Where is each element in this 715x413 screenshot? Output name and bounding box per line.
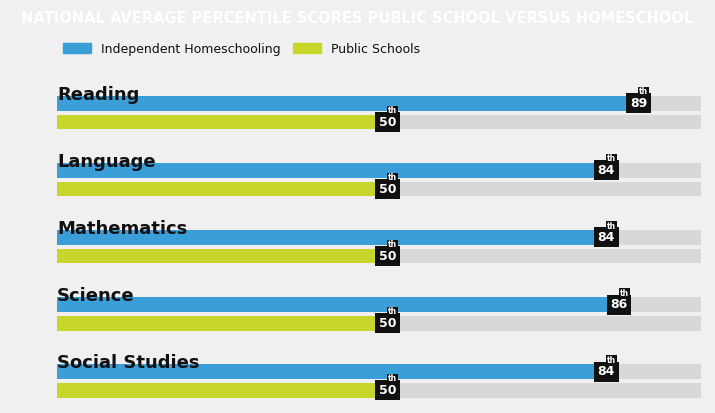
Bar: [57, 163, 701, 178]
Text: NATIONAL AVERAGE PERCENTILE SCORES PUBLIC SCHOOL VERSUS HOMESCHOOL: NATIONAL AVERAGE PERCENTILE SCORES PUBLI…: [21, 11, 694, 26]
Text: 50: 50: [379, 250, 396, 263]
Text: 50: 50: [379, 384, 396, 397]
Bar: [57, 297, 611, 312]
Bar: [57, 182, 379, 197]
Text: th: th: [388, 307, 397, 316]
Text: th: th: [607, 154, 616, 164]
Text: 84: 84: [598, 231, 615, 244]
Text: 50: 50: [379, 183, 396, 196]
Text: 84: 84: [598, 164, 615, 177]
Bar: [57, 115, 379, 129]
Text: 50: 50: [379, 317, 396, 330]
Bar: [57, 249, 701, 263]
Bar: [57, 316, 379, 330]
Text: 86: 86: [611, 298, 628, 311]
Text: 84: 84: [598, 365, 615, 378]
Bar: [57, 96, 630, 111]
Bar: [57, 383, 701, 398]
Text: th: th: [388, 106, 397, 115]
Bar: [57, 316, 701, 330]
Text: th: th: [388, 240, 397, 249]
Text: th: th: [388, 375, 397, 383]
Text: 89: 89: [630, 97, 647, 110]
Text: th: th: [639, 88, 648, 97]
Text: th: th: [388, 173, 397, 182]
Legend: Independent Homeschooling, Public Schools: Independent Homeschooling, Public School…: [64, 43, 420, 56]
Bar: [57, 383, 379, 398]
Text: Science: Science: [57, 287, 135, 305]
Bar: [57, 249, 379, 263]
Bar: [57, 364, 598, 379]
Bar: [57, 96, 701, 111]
Text: 50: 50: [379, 116, 396, 129]
Text: Mathematics: Mathematics: [57, 220, 187, 238]
Text: th: th: [607, 221, 616, 230]
Bar: [57, 297, 701, 312]
Bar: [57, 230, 701, 244]
Bar: [57, 163, 598, 178]
Bar: [57, 182, 701, 197]
Bar: [57, 230, 598, 244]
Bar: [57, 364, 701, 379]
Text: Social Studies: Social Studies: [57, 354, 199, 372]
Text: th: th: [620, 289, 628, 298]
Text: Language: Language: [57, 153, 156, 171]
Text: th: th: [607, 356, 616, 365]
Text: Reading: Reading: [57, 86, 139, 104]
Bar: [57, 115, 701, 129]
